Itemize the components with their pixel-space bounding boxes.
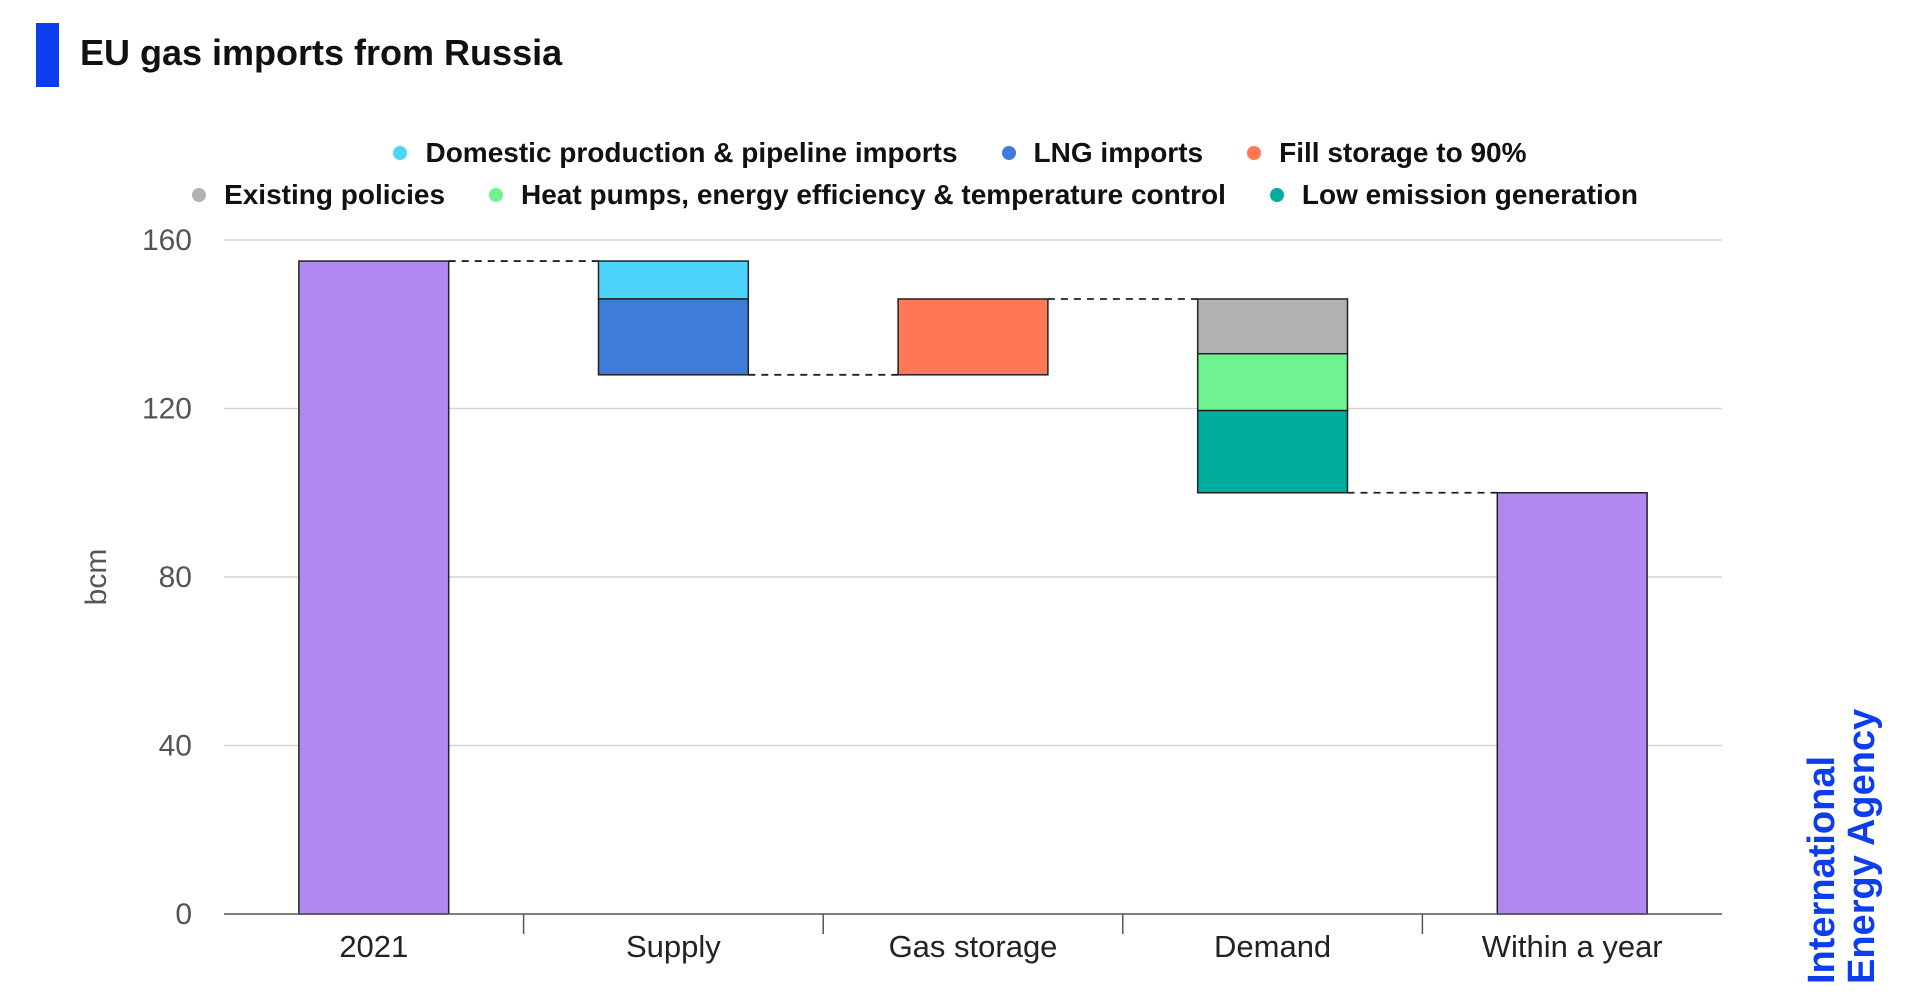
axes <box>224 913 1722 934</box>
legend-swatch-domestic-production <box>393 146 408 160</box>
iea-logo: International Energy Agency <box>1801 708 1883 984</box>
axis-labels: 0 40 80 120 160 bcm 2021 Supply Gas storage Deman… <box>80 224 1663 964</box>
y-tick-label-120: 120 <box>142 393 192 426</box>
y-tick-label-80: 80 <box>159 561 192 594</box>
y-tick-label-160: 160 <box>142 224 192 257</box>
legend-label-existing-policies: Existing policies <box>224 179 446 210</box>
legend-label-heat-pumps: Heat pumps, energy efficiency & temperat… <box>521 179 1226 210</box>
brand-line-1: International <box>1801 755 1843 984</box>
legend-item-fill-storage: Fill storage to 90% <box>1247 137 1527 169</box>
bar-segment-1-0 <box>597 260 750 300</box>
bars <box>298 260 1648 915</box>
legend-item-existing-policies: Existing policies <box>192 179 445 211</box>
x-tick-label-3: Demand <box>1214 929 1331 964</box>
legend-item-low-emission: Low emission generation <box>1269 179 1638 211</box>
bar-segment-3-2 <box>1196 409 1349 494</box>
gridlines <box>224 239 1722 747</box>
bar-total-4 <box>1496 492 1648 915</box>
bar-total-0 <box>298 260 450 915</box>
legend-label-low-emission: Low emission generation <box>1301 179 1638 210</box>
legend-label-fill-storage: Fill storage to 90% <box>1279 137 1527 168</box>
legend-swatch-fill-storage <box>1247 146 1262 160</box>
bar-segment-2-0 <box>897 298 1049 376</box>
legend-item-domestic-production: Domestic production & pipeline imports <box>393 137 958 169</box>
bar-segment-3-1 <box>1196 352 1349 412</box>
y-tick-label-40: 40 <box>159 730 192 763</box>
x-tick-label-2: Gas storage <box>889 929 1058 964</box>
y-tick-label-0: 0 <box>175 898 192 931</box>
y-axis-title: bcm <box>80 549 113 606</box>
title-accent-bar <box>36 23 59 87</box>
x-tick-label-0: 2021 <box>339 929 408 964</box>
brand-line-2: Energy Agency <box>1841 708 1883 984</box>
chart-legend: Domestic production & pipeline imports L… <box>0 132 1920 216</box>
bar-segment-1-1 <box>597 298 750 376</box>
legend-item-lng-imports: LNG imports <box>1001 137 1204 169</box>
legend-label-lng-imports: LNG imports <box>1033 137 1204 168</box>
legend-swatch-existing-policies <box>192 188 207 202</box>
x-tick-label-1: Supply <box>626 929 721 964</box>
legend-label-domestic-production: Domestic production & pipeline imports <box>425 137 958 168</box>
bar-segment-3-0 <box>1196 298 1349 355</box>
legend-swatch-lng-imports <box>1001 146 1016 160</box>
legend-swatch-low-emission <box>1269 188 1284 202</box>
chart-title: EU gas imports from Russia <box>80 32 563 73</box>
legend-swatch-heat-pumps <box>489 188 504 202</box>
legend-item-heat-pumps: Heat pumps, energy efficiency & temperat… <box>489 179 1226 211</box>
x-tick-label-4: Within a year <box>1482 929 1663 964</box>
legend-row-1: Domestic production & pipeline imports L… <box>0 132 1920 174</box>
legend-row-2: Existing policies Heat pumps, energy eff… <box>0 174 1920 216</box>
